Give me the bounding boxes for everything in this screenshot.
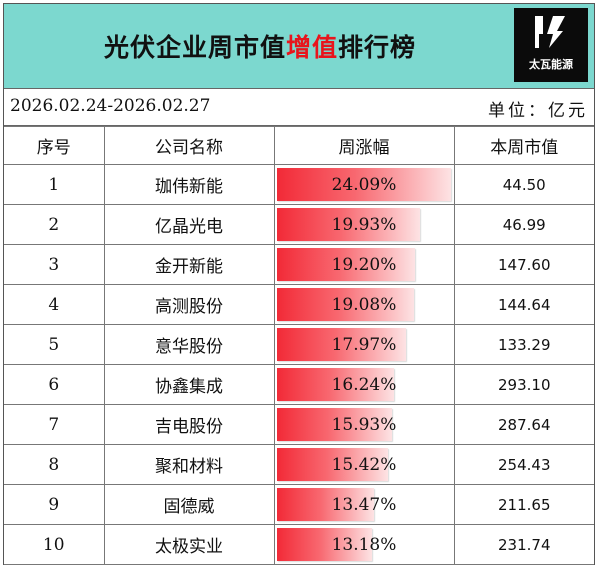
- rank-cell: 3: [4, 244, 105, 285]
- info-bar: 2026.02.24-2026.02.27 单位：亿元: [4, 89, 594, 126]
- weekly-change-cell: 19.93%: [273, 204, 455, 245]
- brand-logo: 太瓦能源: [514, 8, 588, 82]
- change-bar: [276, 488, 374, 521]
- company-name-cell: 意华股份: [103, 324, 275, 365]
- table-header-row: 序号 公司名称 周涨幅 本周市值: [4, 126, 594, 165]
- company-name-cell: 吉电股份: [103, 404, 275, 445]
- weekly-change-cell: 19.08%: [273, 284, 455, 325]
- table-row: 5 意华股份 17.97% 133.29: [4, 324, 594, 365]
- company-name-cell: 金开新能: [103, 244, 275, 285]
- ranking-card: 光伏企业周市值 增值 排行榜 太瓦能源 2026.02.24-2026.02.27 …: [3, 3, 595, 565]
- ranking-table: 序号 公司名称 周涨幅 本周市值 1 珈伟新能 24.09% 44.50 2 亿晶光电 19…: [4, 126, 594, 565]
- rank-cell: 7: [4, 404, 105, 445]
- company-name-cell: 协鑫集成: [103, 364, 275, 405]
- change-value: 19.20%: [331, 254, 397, 275]
- table-body: 1 珈伟新能 24.09% 44.50 2 亿晶光电 19.93% 46.99 3 金开新能 19.…: [4, 164, 594, 565]
- unit-label: 单位：亿元: [488, 101, 588, 121]
- company-name-cell: 固德威: [103, 484, 275, 525]
- rank-cell: 1: [4, 164, 105, 205]
- change-bar: [276, 288, 415, 321]
- rank-cell: 5: [4, 324, 105, 365]
- weekly-change-cell: 17.97%: [273, 324, 455, 365]
- column-header-company: 公司名称: [103, 126, 275, 165]
- market-cap-cell: 231.74: [453, 524, 594, 565]
- company-name-cell: 珈伟新能: [103, 164, 275, 205]
- table-row: 7 吉电股份 15.93% 287.64: [4, 404, 594, 445]
- rank-cell: 10: [4, 524, 105, 565]
- change-value: 17.97%: [331, 334, 397, 355]
- change-bar: [276, 208, 421, 241]
- market-cap-cell: 46.99: [453, 204, 594, 245]
- market-cap-cell: 293.10: [453, 364, 594, 405]
- title-prefix: 光伏企业周市值: [103, 33, 286, 62]
- change-bar: [276, 328, 407, 361]
- change-bar: [276, 408, 392, 441]
- title-suffix: 排行榜: [338, 33, 417, 62]
- market-cap-cell: 211.65: [453, 484, 594, 525]
- change-value: 19.08%: [331, 294, 397, 315]
- table-row: 8 聚和材料 15.42% 254.43: [4, 444, 594, 485]
- weekly-change-cell: 16.24%: [273, 364, 455, 405]
- table-row: 3 金开新能 19.20% 147.60: [4, 244, 594, 285]
- market-cap-cell: 44.50: [453, 164, 594, 205]
- change-value: 15.42%: [331, 454, 397, 475]
- header-banner: 光伏企业周市值 增值 排行榜 太瓦能源: [4, 4, 594, 89]
- market-cap-cell: 254.43: [453, 444, 594, 485]
- company-name-cell: 亿晶光电: [103, 204, 275, 245]
- table-row: 6 协鑫集成 16.24% 293.10: [4, 364, 594, 405]
- company-name-cell: 聚和材料: [103, 444, 275, 485]
- rank-cell: 8: [4, 444, 105, 485]
- change-value: 24.09%: [331, 174, 397, 195]
- page-title: 光伏企业周市值 增值 排行榜: [4, 4, 516, 88]
- change-value: 15.93%: [331, 414, 397, 435]
- table-row: 9 固德威 13.47% 211.65: [4, 484, 594, 525]
- rank-cell: 4: [4, 284, 105, 325]
- market-cap-cell: 147.60: [453, 244, 594, 285]
- market-cap-cell: 133.29: [453, 324, 594, 365]
- company-name-cell: 太极实业: [103, 524, 275, 565]
- weekly-change-cell: 13.47%: [273, 484, 455, 525]
- weekly-change-cell: 15.93%: [273, 404, 455, 445]
- table-row: 1 珈伟新能 24.09% 44.50: [4, 164, 594, 205]
- table-row: 4 高测股份 19.08% 144.64: [4, 284, 594, 325]
- company-name-cell: 高测股份: [103, 284, 275, 325]
- date-range: 2026.02.24-2026.02.27: [10, 96, 211, 116]
- title-highlight: 增值: [285, 33, 338, 62]
- change-value: 13.47%: [331, 494, 397, 515]
- change-value: 16.24%: [331, 374, 397, 395]
- change-bar: [276, 248, 416, 281]
- column-header-change: 周涨幅: [273, 126, 455, 165]
- change-bar: [276, 368, 394, 401]
- rank-cell: 9: [4, 484, 105, 525]
- weekly-change-cell: 15.42%: [273, 444, 455, 485]
- change-bar: [276, 168, 451, 201]
- logo-text: 太瓦能源: [529, 58, 573, 71]
- market-cap-cell: 287.64: [453, 404, 594, 445]
- change-value: 13.18%: [331, 534, 397, 555]
- change-value: 19.93%: [331, 214, 397, 235]
- rank-cell: 2: [4, 204, 105, 245]
- rank-cell: 6: [4, 364, 105, 405]
- weekly-change-cell: 13.18%: [273, 524, 455, 565]
- change-bar: [276, 528, 372, 561]
- weekly-change-cell: 19.20%: [273, 244, 455, 285]
- weekly-change-cell: 24.09%: [273, 164, 455, 205]
- table-row: 2 亿晶光电 19.93% 46.99: [4, 204, 594, 245]
- column-header-rank: 序号: [4, 126, 105, 165]
- lightning-logo-icon: [535, 16, 565, 48]
- change-bar: [276, 448, 388, 481]
- column-header-mcap: 本周市值: [453, 126, 594, 165]
- market-cap-cell: 144.64: [453, 284, 594, 325]
- table-row: 10 太极实业 13.18% 231.74: [4, 524, 594, 565]
